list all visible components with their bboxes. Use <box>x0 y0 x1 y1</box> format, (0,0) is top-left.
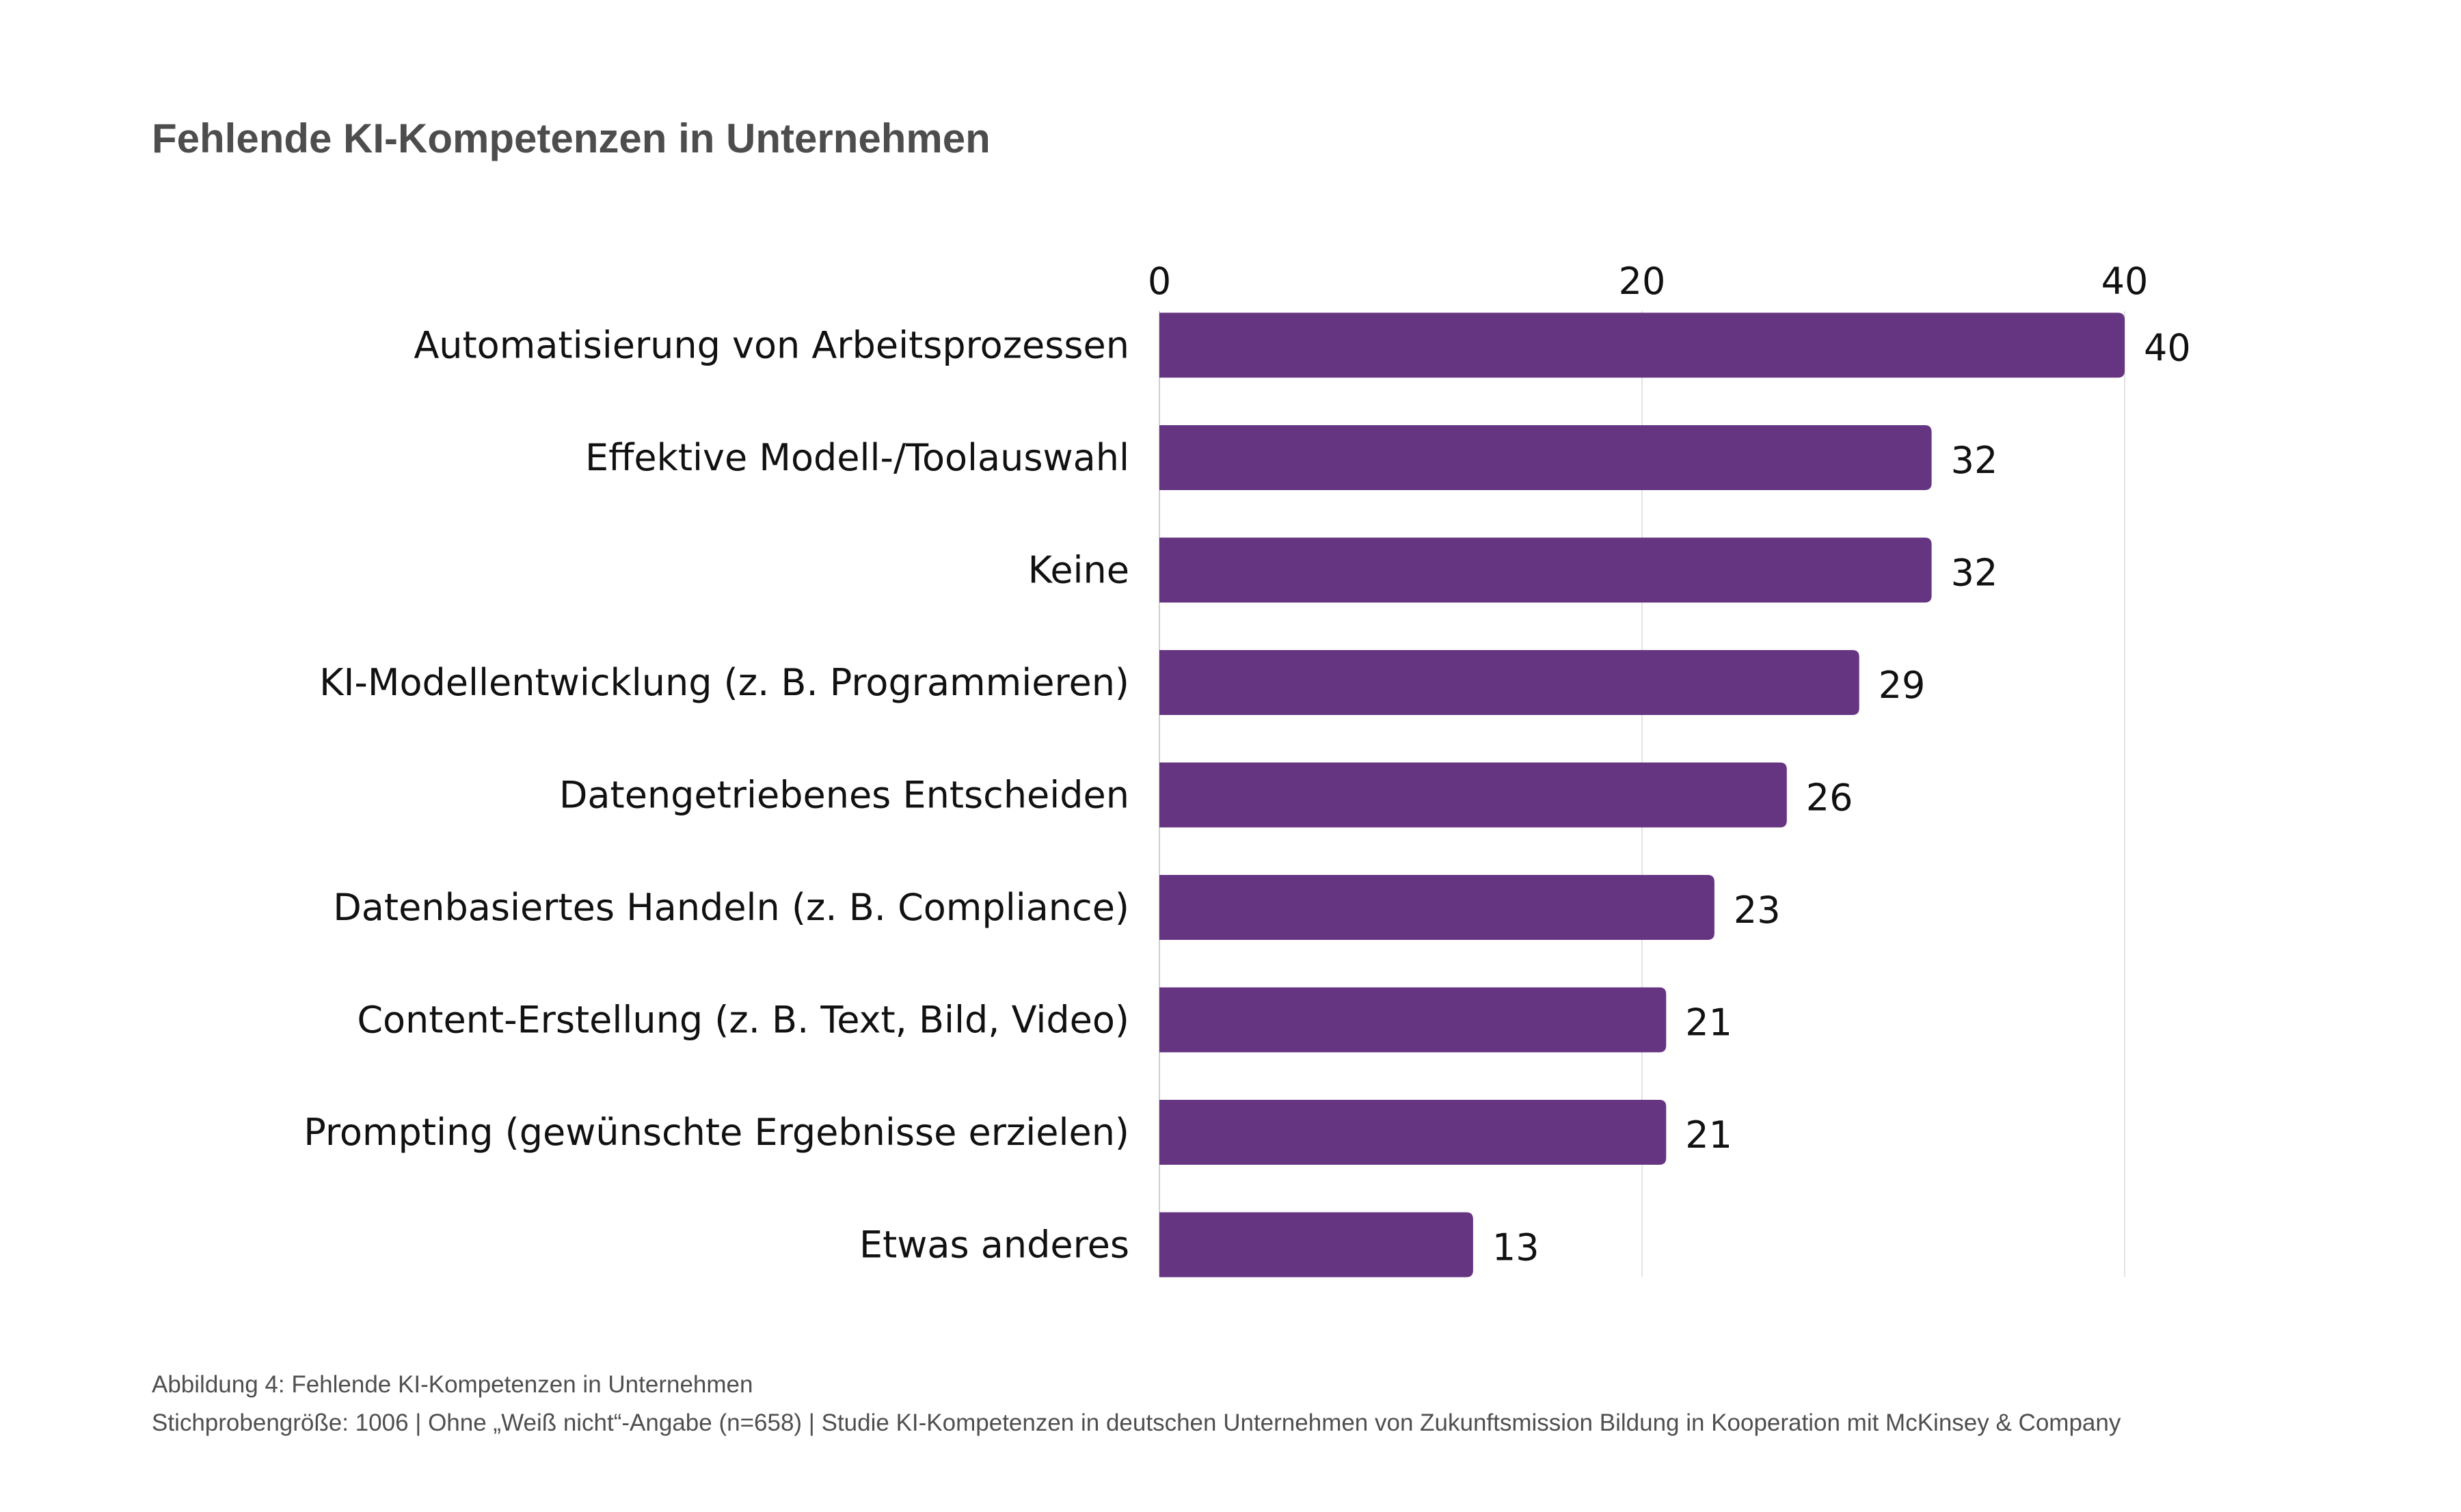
value-label: 29 <box>1879 664 1926 707</box>
value-label: 21 <box>1685 1001 1732 1044</box>
bar <box>1159 1212 1473 1278</box>
bar <box>1159 650 1859 715</box>
category-labels: Automatisierung von Arbeitsprozessen Effe… <box>304 324 1129 1267</box>
value-label: 26 <box>1806 777 1853 820</box>
category-label: Prompting (gewünschte Ergebnisse erziele… <box>304 1111 1129 1154</box>
x-tick-label: 40 <box>2101 260 2149 303</box>
bar <box>1159 425 1932 490</box>
x-axis-ticks: 0 20 40 <box>1148 260 2149 303</box>
category-label: Datengetriebenes Entscheiden <box>559 774 1129 817</box>
x-tick-label: 20 <box>1619 260 1666 303</box>
category-label: Datenbasiertes Handeln (z. B. Compliance… <box>333 886 1129 929</box>
value-label: 32 <box>1951 439 1998 482</box>
value-label: 40 <box>2144 327 2191 370</box>
bar <box>1159 762 1787 828</box>
category-label: Automatisierung von Arbeitsprozessen <box>414 324 1129 367</box>
value-label: 21 <box>1685 1113 1732 1157</box>
x-tick-label: 0 <box>1148 260 1171 303</box>
value-label: 23 <box>1734 889 1781 932</box>
bar <box>1159 1100 1667 1165</box>
bar <box>1159 875 1714 940</box>
figure-source: Stichprobengröße: 1006 | Ohne „Weiß nich… <box>152 1409 2121 1436</box>
bar <box>1159 312 2125 378</box>
category-label: Keine <box>1028 549 1129 592</box>
category-label: Etwas anderes <box>859 1224 1129 1267</box>
category-label: Content-Erstellung (z. B. Text, Bild, Vi… <box>357 999 1129 1042</box>
figure-caption: Abbildung 4: Fehlende KI-Kompetenzen in … <box>152 1371 753 1398</box>
bar <box>1159 987 1667 1053</box>
bar <box>1159 537 1932 603</box>
value-label: 13 <box>1492 1226 1539 1269</box>
figure-footer: Abbildung 4: Fehlende KI-Kompetenzen in … <box>152 1366 2121 1442</box>
bars <box>1159 312 2125 1278</box>
value-labels: 40 32 32 29 26 23 21 21 13 <box>1492 327 2191 1269</box>
chart-title: Fehlende KI-Kompetenzen in Unternehmen <box>152 116 991 161</box>
category-label: KI-Modellentwicklung (z. B. Programmiere… <box>319 661 1129 704</box>
category-label: Effektive Modell-/Toolauswahl <box>585 436 1129 479</box>
value-label: 32 <box>1951 552 1998 595</box>
